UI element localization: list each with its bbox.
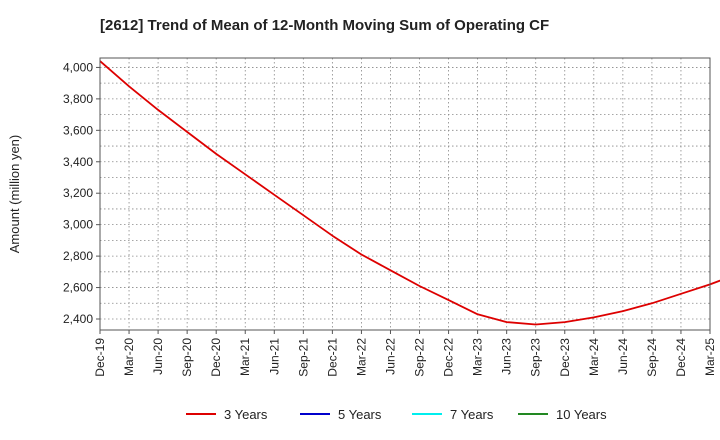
x-tick-label: Jun-23 [500, 338, 514, 375]
y-tick-label: 3,200 [63, 186, 93, 200]
x-tick-label: Mar-20 [122, 338, 136, 376]
y-tick-label: 2,400 [63, 312, 93, 326]
y-tick-label: 3,400 [63, 155, 93, 169]
x-tick-label: Dec-19 [93, 338, 107, 377]
x-tick-label: Sep-21 [296, 338, 310, 377]
y-tick-label: 2,600 [63, 281, 93, 295]
x-tick-label: Sep-20 [180, 338, 194, 377]
series-line-3-years [99, 60, 720, 326]
x-tick-label: Mar-23 [471, 338, 485, 376]
x-tick-label: Jun-22 [383, 338, 397, 375]
x-tick-label: Dec-24 [674, 338, 688, 377]
x-tick-label: Dec-22 [442, 338, 456, 377]
y-tick-label: 3,800 [63, 92, 93, 106]
x-tick-label: Jun-20 [151, 338, 165, 375]
y-tick-label: 4,000 [63, 60, 93, 74]
x-tick-label: Mar-25 [703, 338, 717, 376]
x-tick-label: Mar-22 [354, 338, 368, 376]
x-tick-label: Sep-24 [645, 338, 659, 377]
legend-label: 10 Years [556, 407, 607, 422]
y-tick-label: 3,000 [63, 218, 93, 232]
x-tick-label: Mar-21 [238, 338, 252, 376]
legend-label: 3 Years [224, 407, 268, 422]
x-tick-label: Jun-24 [616, 338, 630, 375]
y-tick-label: 2,800 [63, 249, 93, 263]
x-tick-label: Dec-23 [558, 338, 572, 377]
chart-title: [2612] Trend of Mean of 12-Month Moving … [100, 17, 549, 34]
x-axis-ticks: Dec-19 Mar-20 Jun-20 Sep-20 Dec-20 Mar-21 Jun-… [93, 330, 717, 377]
legend: 3 Years 5 Years 7 Years 10 Years [186, 407, 607, 422]
series-lines [99, 60, 720, 326]
plot-area [99, 57, 711, 331]
y-axis-label: Amount (million yen) [7, 135, 22, 254]
legend-label: 7 Years [450, 407, 494, 422]
legend-label: 5 Years [338, 407, 382, 422]
x-tick-label: Dec-20 [209, 338, 223, 377]
x-tick-label: Dec-21 [325, 338, 339, 377]
y-axis-ticks: 2,400 2,600 2,800 3,000 3,200 3,400 3,600 3,800… [63, 60, 100, 326]
x-tick-label: Sep-22 [413, 338, 427, 377]
x-tick-label: Mar-24 [587, 338, 601, 376]
x-tick-label: Jun-21 [267, 338, 281, 375]
gridlines [100, 58, 710, 330]
y-tick-label: 3,600 [63, 123, 93, 137]
x-tick-label: Sep-23 [529, 338, 543, 377]
